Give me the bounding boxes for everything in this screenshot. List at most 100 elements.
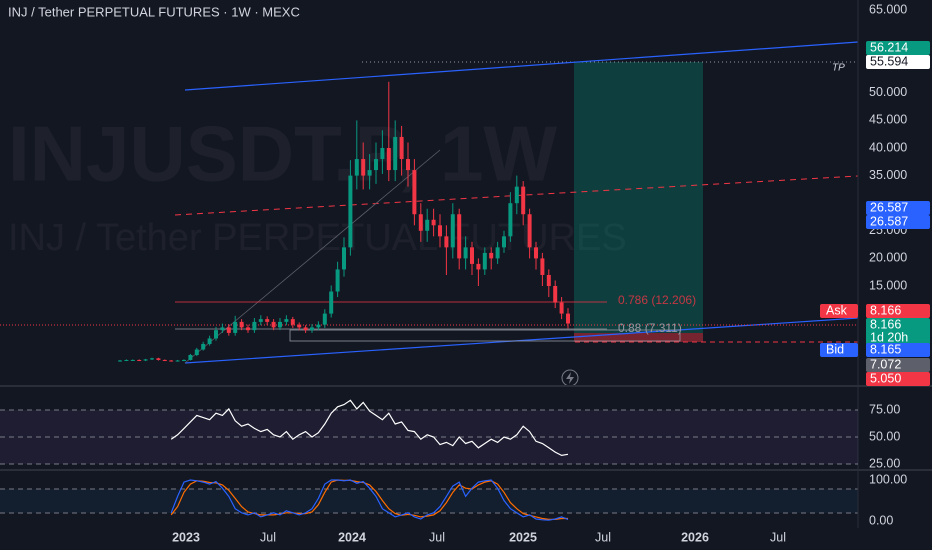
price-badge (866, 304, 930, 318)
candle-body (476, 263, 481, 270)
candle-body (354, 159, 359, 176)
price-badge-tag (820, 343, 858, 357)
stoch-k-line (170, 479, 569, 521)
header-title[interactable]: INJ / Tether PERPETUAL FUTURES · 1W · ME… (8, 4, 300, 19)
price-tick-label: 65.000 (869, 2, 907, 16)
rsi-tick-label: 25.00 (869, 456, 900, 470)
candle-body (130, 359, 135, 361)
candle-body (303, 327, 308, 331)
candle-body (425, 219, 430, 231)
channel-top (184, 41, 859, 91)
price-badge-text: 55.594 (870, 54, 908, 68)
candle-body (527, 214, 532, 248)
candle-body (156, 358, 161, 360)
candle-body (348, 175, 353, 248)
candle-body (335, 269, 340, 292)
price-badge-tag (820, 304, 858, 318)
candle-body (380, 148, 385, 160)
candle-body (226, 327, 231, 333)
fib-label: 0.88 (7.311) (618, 321, 682, 335)
candle-body (175, 360, 180, 362)
rsi-tick-label: 50.00 (869, 429, 900, 443)
range-box (289, 329, 681, 342)
price-badge-text: 8.165 (870, 342, 901, 356)
candle-body (361, 159, 366, 176)
candle-body (450, 214, 455, 248)
candle-body (297, 324, 302, 328)
candle-body (444, 236, 449, 248)
candle-body (342, 247, 346, 270)
candle-body (258, 319, 263, 322)
candle-body (457, 214, 462, 259)
candle-body (278, 321, 282, 328)
candle-body (239, 321, 244, 328)
candle-body (559, 302, 564, 314)
price-tick-label: 40.000 (869, 140, 907, 154)
candle-body (194, 349, 199, 355)
price-badge (866, 55, 930, 69)
candle-body (393, 136, 398, 171)
candle-body (546, 274, 551, 286)
fib-label: 0.786 (12.206) (618, 293, 696, 307)
candle-body (162, 359, 167, 361)
candle-body (386, 148, 391, 171)
candle-body (118, 360, 122, 362)
candle-body (182, 359, 186, 361)
candle-body (534, 247, 538, 259)
candle-body (290, 319, 295, 325)
candle-body (495, 247, 500, 259)
alert-icon-bolt (566, 372, 574, 384)
watermark-symbol: INJUSDT.P, 1W (8, 110, 557, 198)
candle-body (137, 359, 142, 361)
price-badge (866, 318, 930, 345)
candle-body (502, 236, 506, 248)
price-badge-tag-text: Ask (826, 303, 848, 317)
candle-body (329, 291, 334, 314)
candle-body (508, 203, 513, 237)
candle-body (316, 324, 321, 328)
time-tick-label: Jul (595, 530, 611, 544)
price-badge-tag-text: Bid (826, 342, 844, 356)
price-badge-text: 8.166 (870, 303, 901, 317)
candle-body (399, 136, 404, 160)
price-badge-text: 7.072 (870, 357, 901, 371)
time-tick-label: 2025 (509, 530, 537, 544)
price-badge-text: 5.050 (870, 371, 901, 385)
rsi-line (170, 399, 569, 457)
time-tick-label: 2023 (172, 530, 200, 544)
position-profit-zone (574, 62, 703, 333)
price-tick-label: 15.000 (869, 278, 907, 292)
candle-body (220, 327, 225, 331)
candle-body (406, 159, 410, 171)
candle-body (540, 258, 545, 275)
candle-body (284, 319, 289, 322)
price-badge (866, 372, 930, 386)
price-badge-text: 26.587 (870, 200, 908, 214)
time-tick-label: Jul (260, 530, 276, 544)
channel-bottom (184, 317, 859, 364)
price-tick-label: 50.000 (869, 85, 907, 99)
price-badge (866, 358, 930, 372)
candle-body (566, 313, 570, 324)
candle-body (438, 225, 442, 237)
price-tick-label: 45.000 (869, 113, 907, 127)
price-badge (866, 41, 930, 55)
tp-label: TP (832, 63, 845, 74)
candle-body (514, 186, 519, 204)
candle-body (521, 186, 526, 215)
candle-body (265, 319, 270, 322)
candle-body (201, 343, 206, 350)
time-tick-label: Jul (770, 530, 786, 544)
price-badge-text: 56.214 (870, 40, 908, 54)
price-badge (866, 201, 930, 215)
candle-body (310, 327, 314, 331)
rsi-tick-label: 75.00 (869, 402, 900, 416)
stoch-band (0, 489, 858, 513)
candle-body (482, 252, 487, 270)
candle-body (322, 313, 327, 325)
candle-body (418, 214, 423, 231)
stoch-tick-label: 100.00 (869, 472, 907, 486)
price-tick-label: 20.000 (869, 251, 907, 265)
candle-body (489, 252, 494, 259)
